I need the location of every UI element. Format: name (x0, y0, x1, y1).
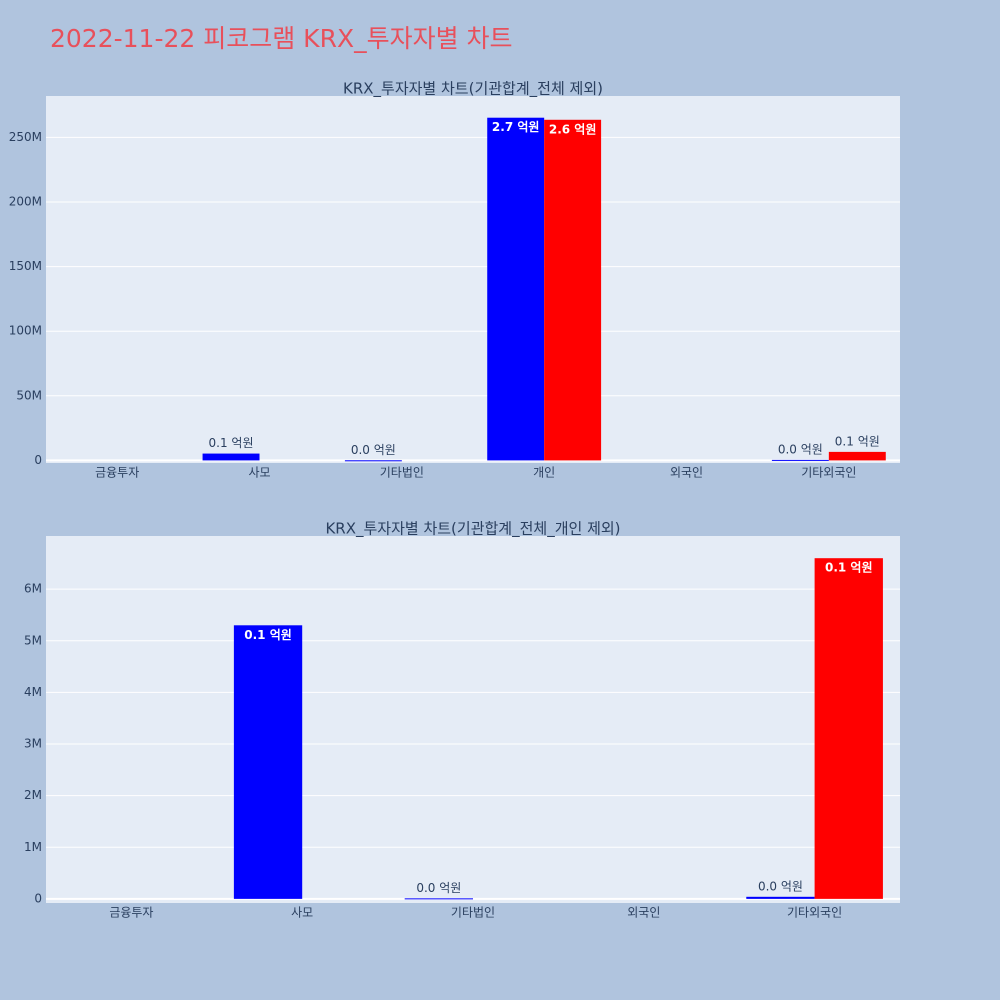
plot-area (46, 96, 900, 463)
value-label: 0.0 억원 (778, 442, 823, 456)
value-label: 0.0 억원 (351, 443, 396, 457)
value-label: 2.6 억원 (549, 122, 597, 136)
x-tick-label: 기타외국인 (787, 906, 842, 920)
y-tick-label: 250M (9, 130, 42, 144)
bar (746, 896, 815, 899)
x-tick-label: 기타외국인 (801, 466, 856, 480)
x-tick-label: 금융투자 (109, 906, 153, 920)
x-tick-label: 기타법인 (380, 466, 424, 480)
value-label: 2.7 억원 (492, 120, 540, 134)
x-tick-label: 외국인 (627, 906, 660, 920)
y-tick-label: 200M (9, 194, 42, 208)
chart-title: KRX_투자자별 차트(기관합계_전체 제외) (343, 80, 603, 99)
x-tick-label: 금융투자 (95, 466, 139, 480)
bar (202, 453, 260, 461)
y-tick-label: 6M (24, 582, 42, 596)
bar (814, 558, 883, 899)
bar (771, 459, 829, 461)
page-title: 2022-11-22 피코그램 KRX_투자자별 차트 (50, 24, 513, 53)
value-label: 0.1 억원 (825, 561, 873, 575)
y-tick-label: 150M (9, 259, 42, 273)
value-label: 0.0 억원 (416, 881, 461, 895)
value-label: 0.1 억원 (244, 628, 292, 642)
bar (544, 119, 602, 461)
bar (404, 898, 473, 900)
y-tick-label: 5M (24, 633, 42, 647)
bar (487, 117, 545, 461)
value-label: 0.1 억원 (209, 436, 254, 450)
y-tick-label: 3M (24, 737, 42, 751)
y-tick-label: 2M (24, 788, 42, 802)
y-tick-label: 0 (34, 891, 42, 905)
y-tick-label: 100M (9, 324, 42, 338)
plot-area (46, 536, 900, 903)
y-tick-label: 4M (24, 685, 42, 699)
x-tick-label: 사모 (291, 906, 313, 920)
y-tick-label: 1M (24, 840, 42, 854)
value-label: 0.1 억원 (835, 434, 880, 448)
x-tick-label: 개인 (533, 466, 555, 480)
x-tick-label: 외국인 (670, 466, 703, 480)
bar (233, 625, 303, 899)
y-tick-label: 0 (34, 453, 42, 467)
x-tick-label: 사모 (248, 466, 270, 480)
bar (828, 451, 886, 461)
y-tick-label: 50M (16, 388, 42, 402)
x-tick-label: 기타법인 (451, 906, 495, 920)
chart-title: KRX_투자자별 차트(기관합계_전체_개인 제외) (325, 520, 620, 539)
bar (344, 460, 402, 462)
value-label: 0.0 억원 (758, 879, 803, 893)
